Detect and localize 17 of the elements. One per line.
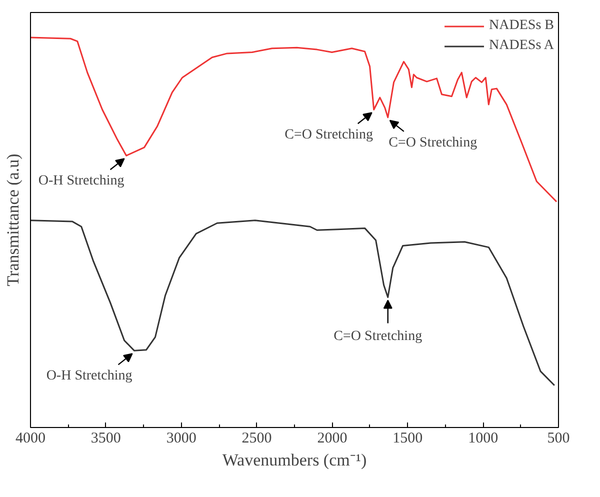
x-tick-label: 1500 — [392, 430, 423, 446]
annotation: C=O Stretching — [284, 128, 374, 143]
legend-label: NADESs A — [489, 38, 554, 54]
annotation: C=O Stretching — [388, 135, 478, 150]
x-tick-label: 1000 — [468, 430, 498, 446]
legend-label: NADESs B — [489, 18, 554, 34]
x-tick-label: 2000 — [317, 430, 348, 446]
x-tick-label: 2500 — [242, 430, 272, 446]
annotation: O-H Stretching — [46, 368, 132, 384]
x-tick-label: 4000 — [16, 430, 46, 446]
x-axis-title: Wavenumbers (cm⁻¹) — [222, 450, 367, 470]
annotation: O-H Stretching — [38, 174, 124, 189]
x-tick-label: 500 — [547, 430, 570, 446]
x-tick-label: 3000 — [166, 430, 196, 446]
annotation: C=O Stretching — [334, 329, 422, 344]
y-axis-title: Transmittance (a.u) — [4, 154, 22, 286]
x-tick-label: 3500 — [90, 430, 121, 446]
